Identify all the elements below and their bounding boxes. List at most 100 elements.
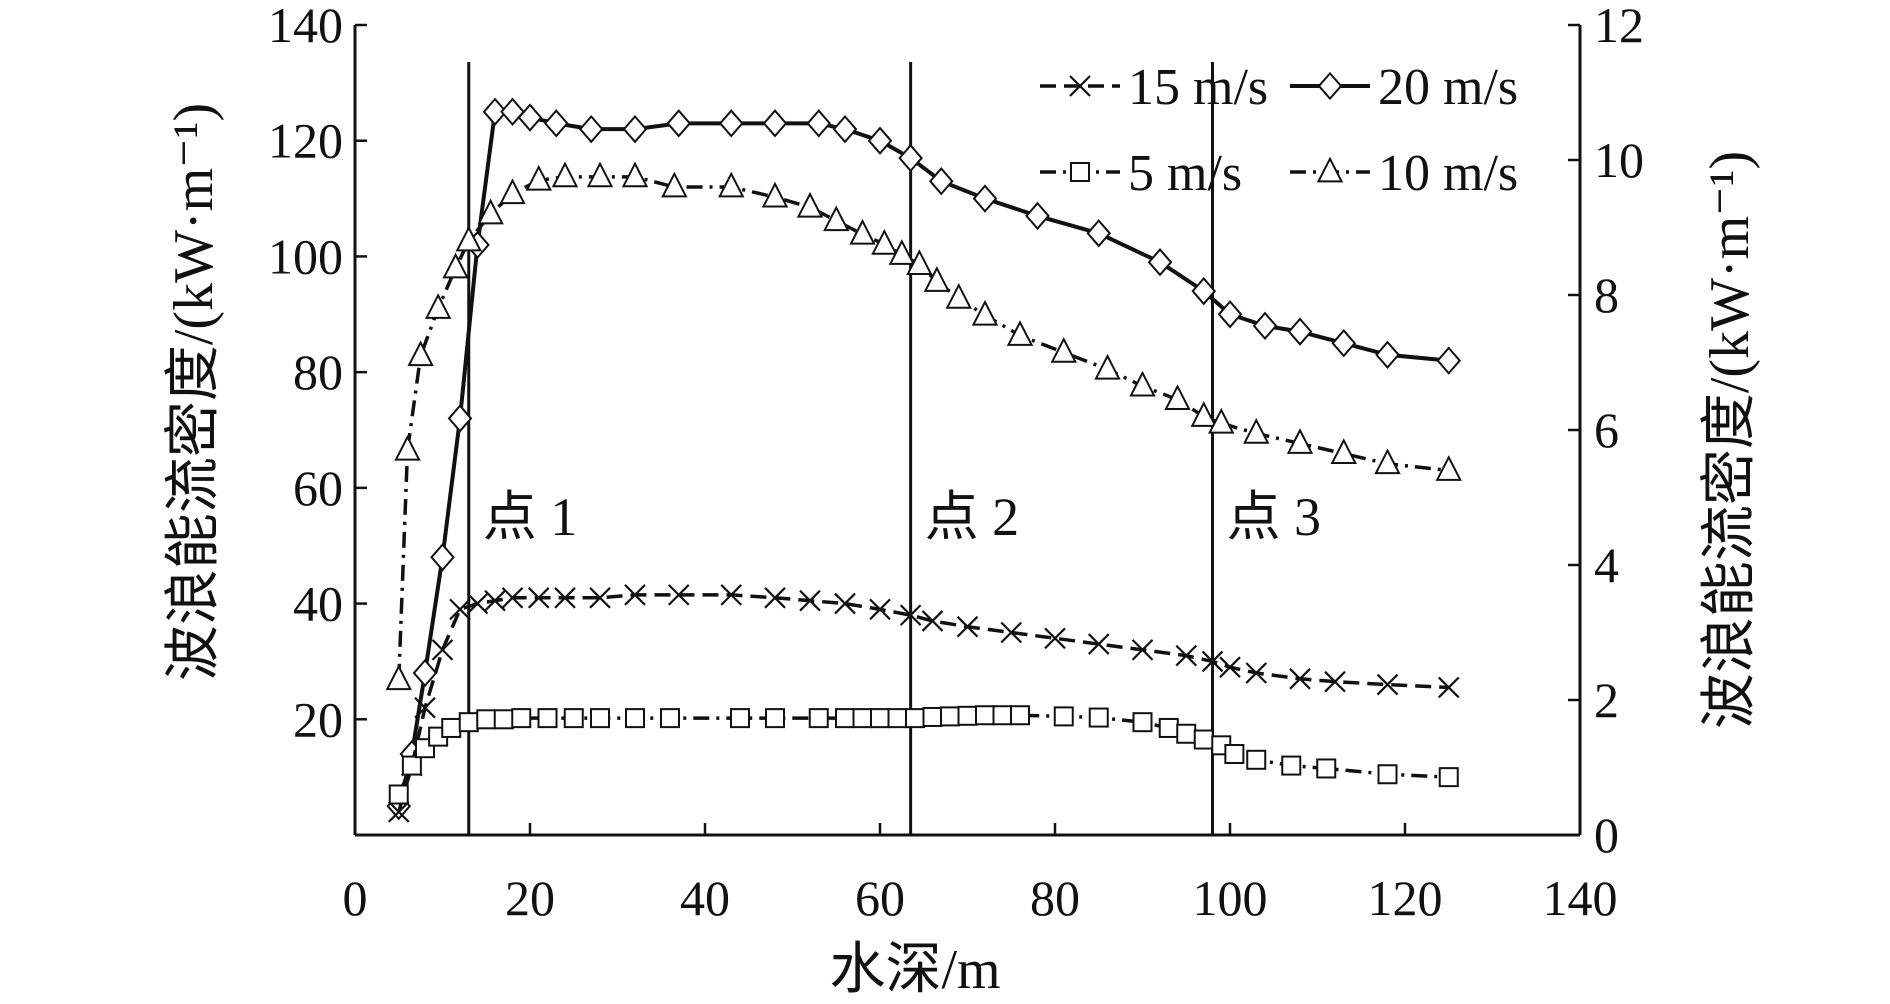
data-point xyxy=(940,706,960,727)
left-y-tick-label: 140 xyxy=(268,0,343,53)
data-point xyxy=(660,708,680,729)
data-point xyxy=(923,266,951,292)
data-point xyxy=(956,615,979,638)
data-point xyxy=(431,639,454,661)
data-point xyxy=(1438,767,1459,788)
data-point xyxy=(388,784,409,805)
data-point xyxy=(852,708,873,729)
data-point xyxy=(621,161,649,188)
data-point xyxy=(511,708,532,729)
data-point xyxy=(1088,707,1109,728)
series-line xyxy=(397,175,1449,680)
x-tick-label: 140 xyxy=(1543,870,1618,926)
data-point xyxy=(499,178,526,205)
data-point xyxy=(718,109,744,138)
data-point xyxy=(899,604,922,626)
series-5-m-s xyxy=(388,705,1459,805)
data-point xyxy=(563,708,584,729)
data-point xyxy=(1094,353,1121,380)
data-point xyxy=(447,404,473,433)
data-point xyxy=(905,708,925,729)
series-10-m-s xyxy=(385,161,1462,691)
data-point xyxy=(1224,744,1245,764)
data-point xyxy=(945,282,972,309)
data-point xyxy=(1219,656,1241,678)
legend-label: 15 m/s xyxy=(1128,59,1268,116)
right-y-tick-label: 6 xyxy=(1594,402,1619,458)
data-point xyxy=(1374,448,1401,475)
data-point xyxy=(1435,455,1462,481)
data-point xyxy=(477,198,504,225)
data-point xyxy=(466,592,489,615)
data-point xyxy=(484,589,506,612)
right-y-tick-label: 4 xyxy=(1594,537,1619,593)
x-axis-title: 水深/m xyxy=(829,939,1000,999)
axes-layer: 0 20 40 60 80 100 120 140 20 40 60 80 100 120 140 0 2 4 6 8… xyxy=(268,0,1644,926)
left-y-tick-label: 20 xyxy=(293,691,343,747)
data-point xyxy=(482,97,508,126)
data-point xyxy=(1131,639,1154,661)
data-point xyxy=(667,584,690,606)
left-y-tick-label: 120 xyxy=(268,113,343,169)
data-point xyxy=(888,239,916,265)
data-point xyxy=(624,584,646,606)
data-point xyxy=(1289,668,1311,690)
data-point xyxy=(385,664,412,691)
x-tick-label: 80 xyxy=(1030,870,1080,926)
data-point xyxy=(1006,320,1034,346)
legend: 15 m/s 20 m/s 5 m/s 10 m/s xyxy=(1040,59,1518,202)
data-point xyxy=(834,592,856,615)
data-point xyxy=(1252,311,1278,341)
data-point xyxy=(832,114,858,144)
data-point xyxy=(537,708,558,729)
data-point xyxy=(666,109,692,138)
data-point xyxy=(1050,336,1077,363)
legend-label: 5 m/s xyxy=(1128,145,1242,202)
data-point xyxy=(1190,401,1217,427)
data-point xyxy=(921,610,944,632)
data-point xyxy=(1287,317,1313,346)
data-point xyxy=(407,340,434,367)
data-point xyxy=(517,103,543,132)
data-point xyxy=(957,705,978,726)
data-point xyxy=(1246,749,1267,770)
data-point xyxy=(1025,201,1050,231)
data-point xyxy=(870,708,890,729)
data-point xyxy=(449,598,471,621)
legend-label: 20 m/s xyxy=(1378,59,1518,116)
data-point xyxy=(500,97,525,126)
data-point xyxy=(1191,276,1217,306)
data-point xyxy=(1316,758,1337,779)
left-y-tick-label: 100 xyxy=(268,228,343,284)
left-y-tick-label: 60 xyxy=(293,460,343,516)
data-point xyxy=(869,598,891,621)
data-point xyxy=(1245,662,1268,684)
data-point xyxy=(975,705,995,726)
data-point xyxy=(476,709,497,730)
data-point xyxy=(718,171,745,198)
data-point xyxy=(1147,248,1173,277)
left-y-axis-title: 波浪能流密度/(kW·m⁻¹) xyxy=(163,103,225,681)
data-point xyxy=(1129,370,1156,397)
data-point xyxy=(720,584,743,606)
data-point xyxy=(1436,346,1462,375)
data-point xyxy=(898,143,923,173)
data-point xyxy=(796,191,824,218)
data-point xyxy=(458,712,479,733)
series-layer xyxy=(385,97,1462,823)
legend-item: 10 m/s xyxy=(1290,145,1518,202)
data-point xyxy=(625,708,645,729)
data-point xyxy=(806,109,832,138)
data-point xyxy=(543,109,569,138)
data-point xyxy=(1132,712,1153,733)
data-point xyxy=(808,708,829,729)
x-tick-label: 60 xyxy=(855,870,905,926)
reference-label: 点 3 xyxy=(1227,487,1322,547)
data-point xyxy=(1010,705,1030,726)
data-point xyxy=(387,801,410,823)
data-point xyxy=(412,658,438,688)
right-y-tick-label: 12 xyxy=(1594,0,1644,53)
data-point xyxy=(1376,673,1399,696)
data-point xyxy=(764,587,786,609)
data-point xyxy=(1317,71,1343,101)
